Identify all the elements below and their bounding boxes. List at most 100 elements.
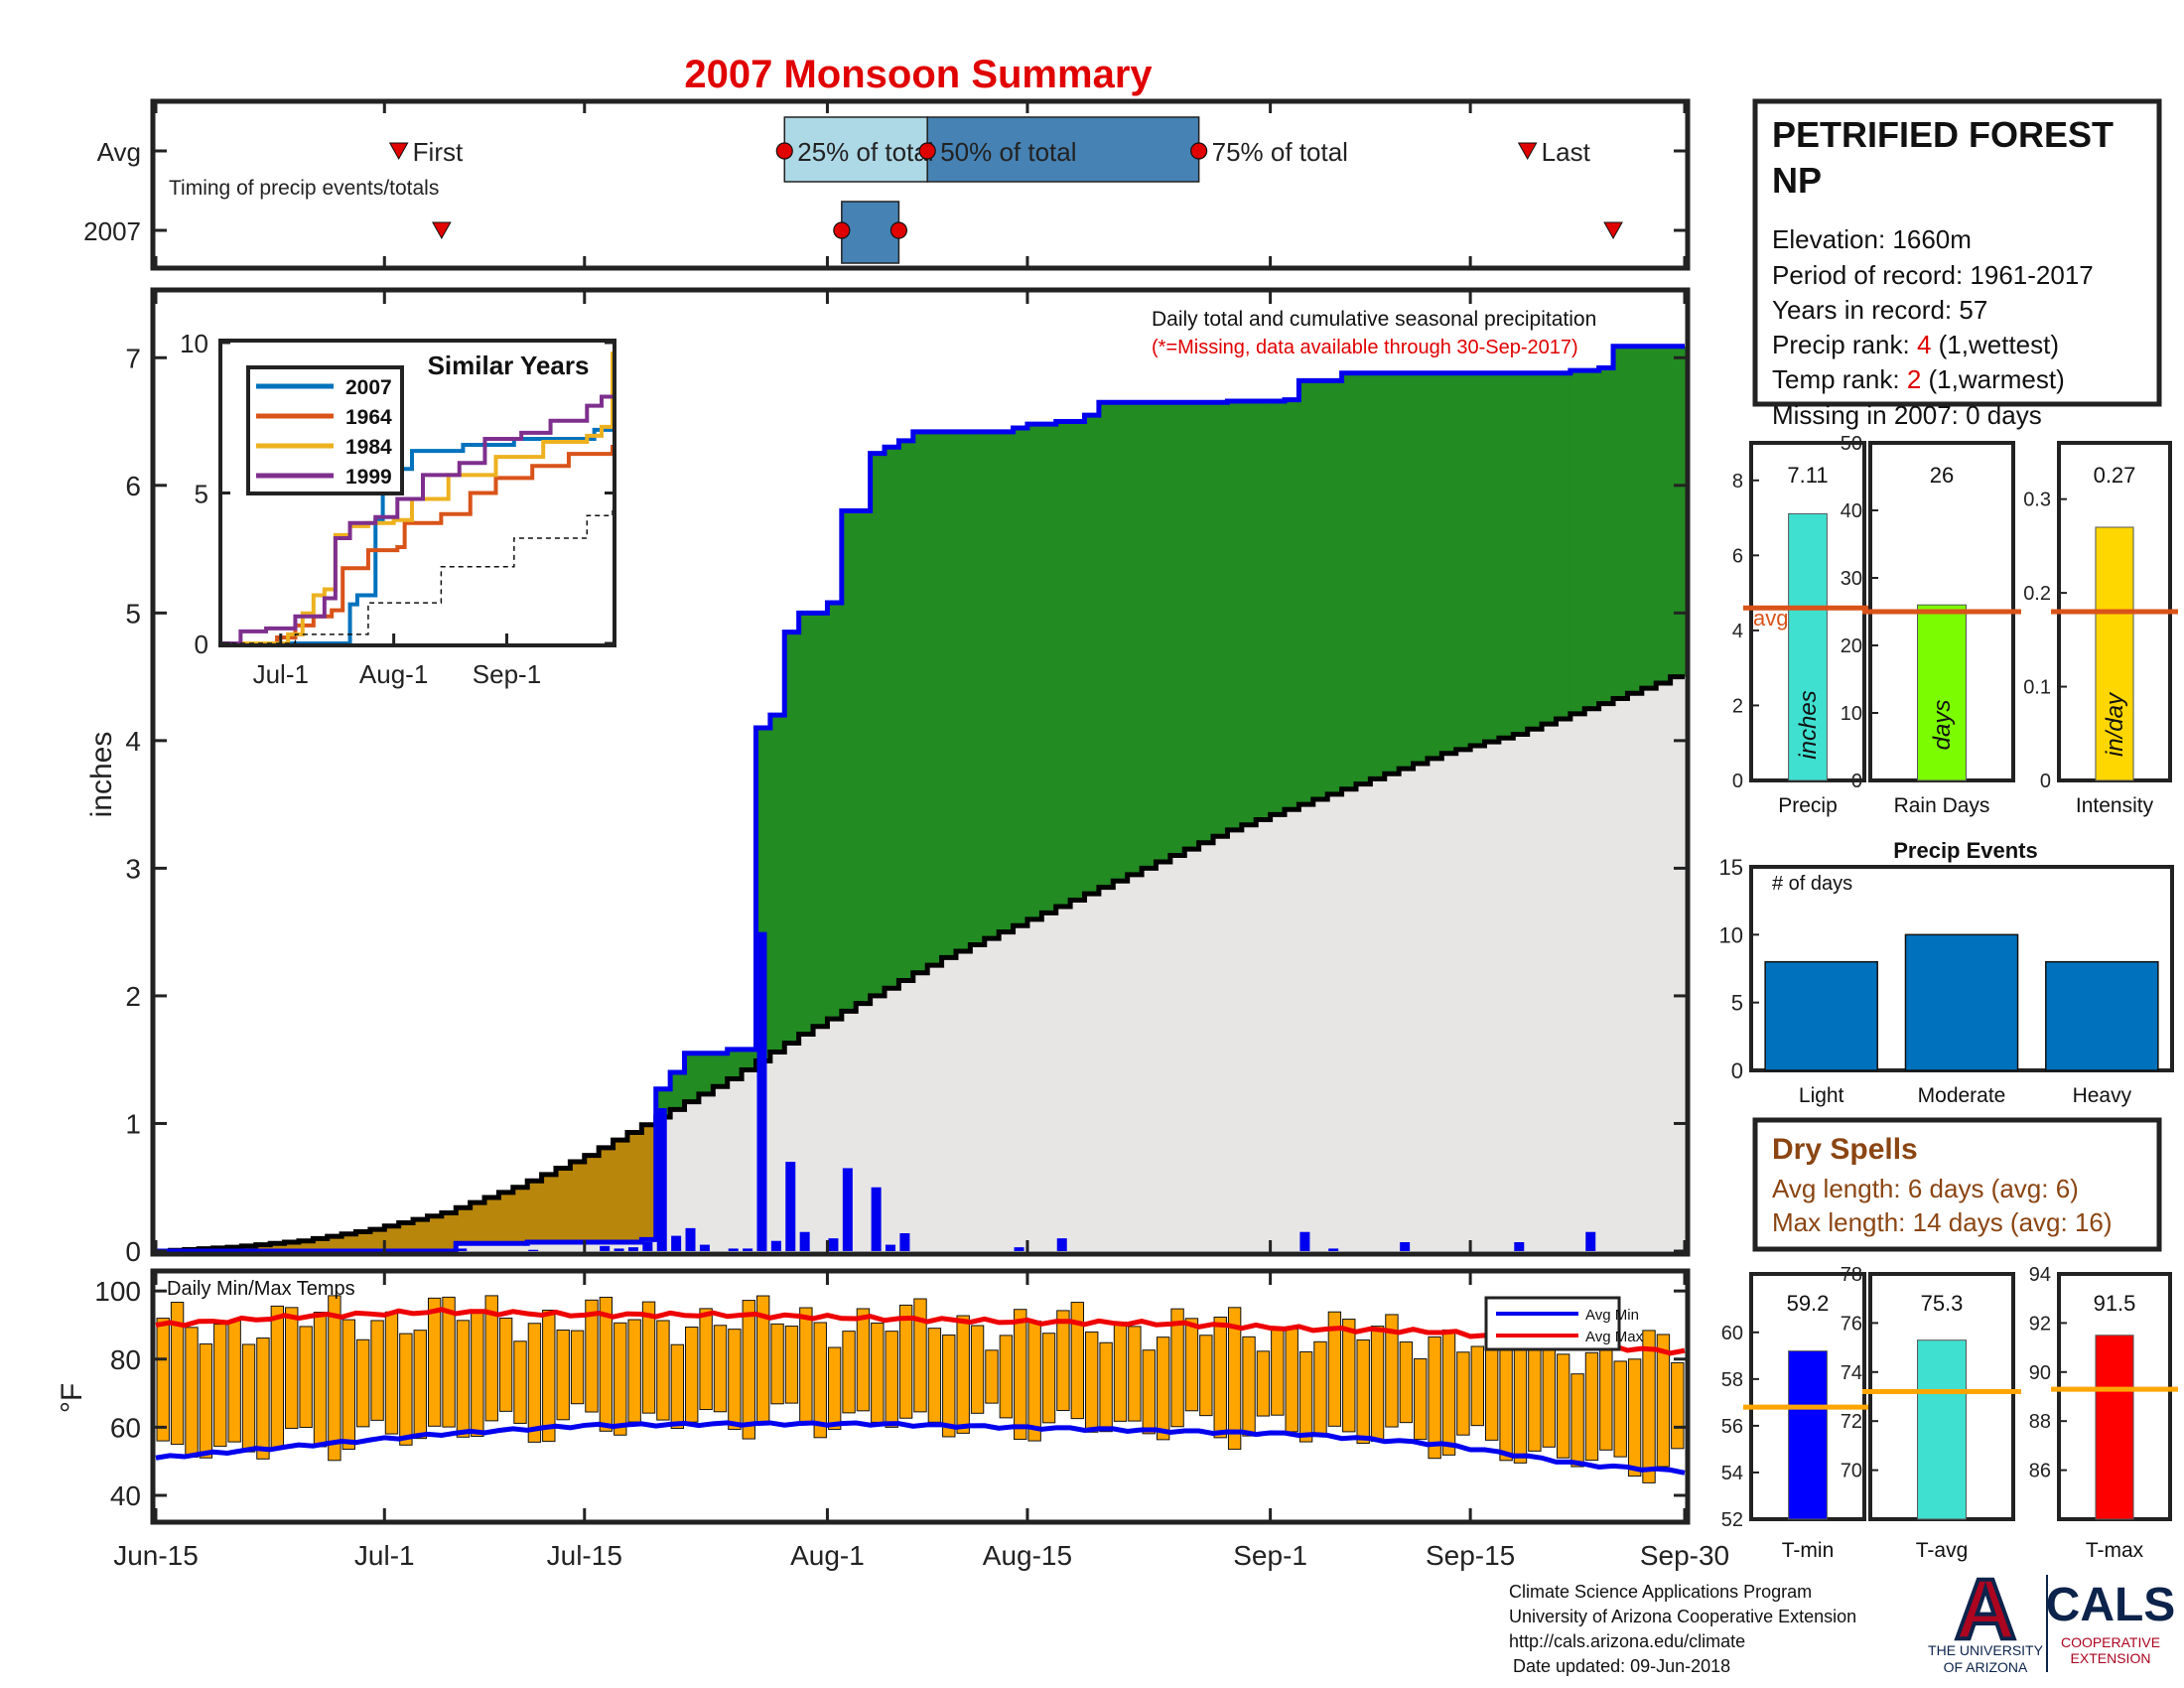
summary-ytick-label: 6 (1732, 545, 1743, 567)
station-missing: Missing in 2007: 0 days (1772, 400, 2042, 430)
daily-temp-bar (1184, 1318, 1199, 1412)
daily-temp-bar (1085, 1331, 1099, 1433)
inset-ytick-label: 5 (195, 480, 208, 509)
summary-bar (2095, 526, 2134, 781)
daily-temp-bar (1041, 1333, 1056, 1424)
above-average-fill (798, 613, 814, 1035)
daily-precip-bar (1299, 1231, 1310, 1251)
dry-spells-max: Max length: 14 days (avg: 16) (1772, 1207, 2113, 1237)
avg-p50-label: 50% of total (940, 137, 1076, 167)
dry-spells-avg: Avg length: 6 days (avg: 6) (1772, 1174, 2079, 1203)
summary-ytick-label: 0.2 (2023, 583, 2051, 605)
above-average-fill (1184, 402, 1200, 850)
summary-ytick-label: 20 (1841, 635, 1862, 657)
timing-marks: First 25% of total 50% of total 75% of tota… (153, 101, 1688, 268)
daily-temp-bar (241, 1343, 256, 1453)
above-average-fill (1598, 367, 1614, 704)
above-average-fill (1142, 402, 1158, 869)
below-average-fill (384, 1225, 400, 1251)
below-average-fill (270, 1243, 286, 1251)
ua-logo-line-2: OF ARIZONA (1944, 1659, 2028, 1675)
temps-xtick-label: Sep-30 (1640, 1540, 1729, 1571)
main-ylabel: inches (85, 732, 118, 818)
above-average-fill (1198, 402, 1214, 843)
above-average-fill (912, 431, 928, 973)
above-average-fill (1113, 402, 1129, 882)
daily-temp-bar (1671, 1361, 1685, 1450)
above-average-fill (1355, 372, 1371, 784)
station-precip-rank: Precip rank: 4 (1,wettest) (1772, 330, 2059, 359)
daily-temp-bar (370, 1320, 384, 1421)
daily-temp-bar (1441, 1329, 1456, 1456)
cals-logo-line-2: EXTENSION (2071, 1650, 2151, 1666)
daily-precip-bar (886, 1244, 896, 1251)
timing-row-year: 2007 (83, 216, 141, 246)
similar-years-inset: 0 5 10 Jul-1 Aug-1 Sep-1 Similar Years 2007 1… (180, 329, 616, 689)
events-xlabel: Light (1799, 1084, 1844, 1107)
above-average-fill (1556, 372, 1571, 720)
temp-summary-chart-2: 91.5 T-max 86 88 90 92 94 (2029, 1264, 2178, 1562)
above-average-fill (1127, 402, 1143, 875)
legend-label-avg-max: Avg Max (1585, 1329, 1644, 1345)
daily-temp-bar (413, 1330, 427, 1440)
main-note-2: (*=Missing, data available through 30-Se… (1152, 337, 1578, 358)
temp-summary-bar (1788, 1350, 1828, 1520)
main-ytick-label: 6 (125, 471, 141, 501)
temps-plot-area (155, 1295, 1686, 1483)
year-p25-marker (833, 221, 851, 239)
below-average-fill (613, 1140, 628, 1243)
daily-temp-bar (170, 1302, 185, 1446)
temp-summary-ytick-label: 78 (1841, 1264, 1862, 1286)
summary-xlabel: Precip (1778, 794, 1838, 817)
above-average-fill (784, 632, 800, 1044)
daily-temp-bar (1414, 1357, 1428, 1441)
summary-avg-label: avg (1753, 606, 1788, 631)
daily-temp-bar (313, 1312, 328, 1448)
above-average-fill (1084, 415, 1100, 895)
above-average-fill (1513, 372, 1529, 735)
events-xlabel: Moderate (1918, 1084, 2006, 1107)
temp-summary-bars: 59.2 T-min 52 54 56 58 60 75.3 T-avg 70 72 74 76 78 91… (1721, 1264, 2178, 1562)
above-average-fill (898, 440, 914, 981)
daily-temp-bar (399, 1333, 413, 1446)
daily-precip-bar (614, 1248, 624, 1251)
daily-precip-bar (627, 1247, 638, 1251)
precip-rank-value: 4 (1917, 330, 1931, 359)
daily-temp-bar (827, 1346, 842, 1431)
summary-value-label: 7.11 (1787, 463, 1828, 488)
timing-frame (150, 98, 1691, 271)
daily-temp-bar (1656, 1334, 1671, 1468)
daily-temp-bar (570, 1330, 585, 1405)
events-ytick-label: 0 (1731, 1058, 1743, 1083)
below-average-fill (427, 1215, 443, 1251)
above-average-fill (670, 1072, 686, 1110)
daily-temp-bar (614, 1322, 627, 1436)
daily-temp-bar (542, 1310, 556, 1443)
daily-temp-bar (927, 1328, 942, 1423)
daily-precip-bar (656, 1108, 667, 1251)
daily-temp-bar (456, 1320, 471, 1438)
main-ytick-label: 0 (125, 1236, 141, 1267)
daily-temp-bar (1370, 1326, 1385, 1443)
inset-series-1964 (222, 445, 614, 645)
daily-temp-bar (1570, 1373, 1584, 1468)
footer-line-1: Climate Science Applications Program (1509, 1582, 1812, 1602)
avg-first-marker (388, 142, 409, 161)
above-average-fill (999, 431, 1015, 932)
station-info-panel: PETRIFIED FOREST NP Elevation: 1660m Per… (1752, 98, 2162, 430)
daily-temp-bar (641, 1301, 656, 1414)
temp-summary-ytick-label: 90 (2029, 1362, 2051, 1384)
main-frame (150, 287, 1691, 1257)
daily-temp-bar (299, 1326, 313, 1429)
above-average-fill (1413, 372, 1429, 765)
daily-temp-bar (1027, 1320, 1041, 1442)
daily-precip-bar (528, 1249, 539, 1251)
daily-temp-bar (913, 1298, 927, 1413)
below-average-fill (355, 1231, 371, 1251)
daily-temp-bar (384, 1311, 399, 1435)
above-average-fill (885, 447, 900, 989)
below-average-fill (255, 1244, 271, 1251)
daily-precip-bar (1056, 1238, 1067, 1251)
temps-xtick-label: Sep-1 (1233, 1540, 1307, 1571)
temps-xtick-label: Aug-1 (790, 1540, 865, 1571)
